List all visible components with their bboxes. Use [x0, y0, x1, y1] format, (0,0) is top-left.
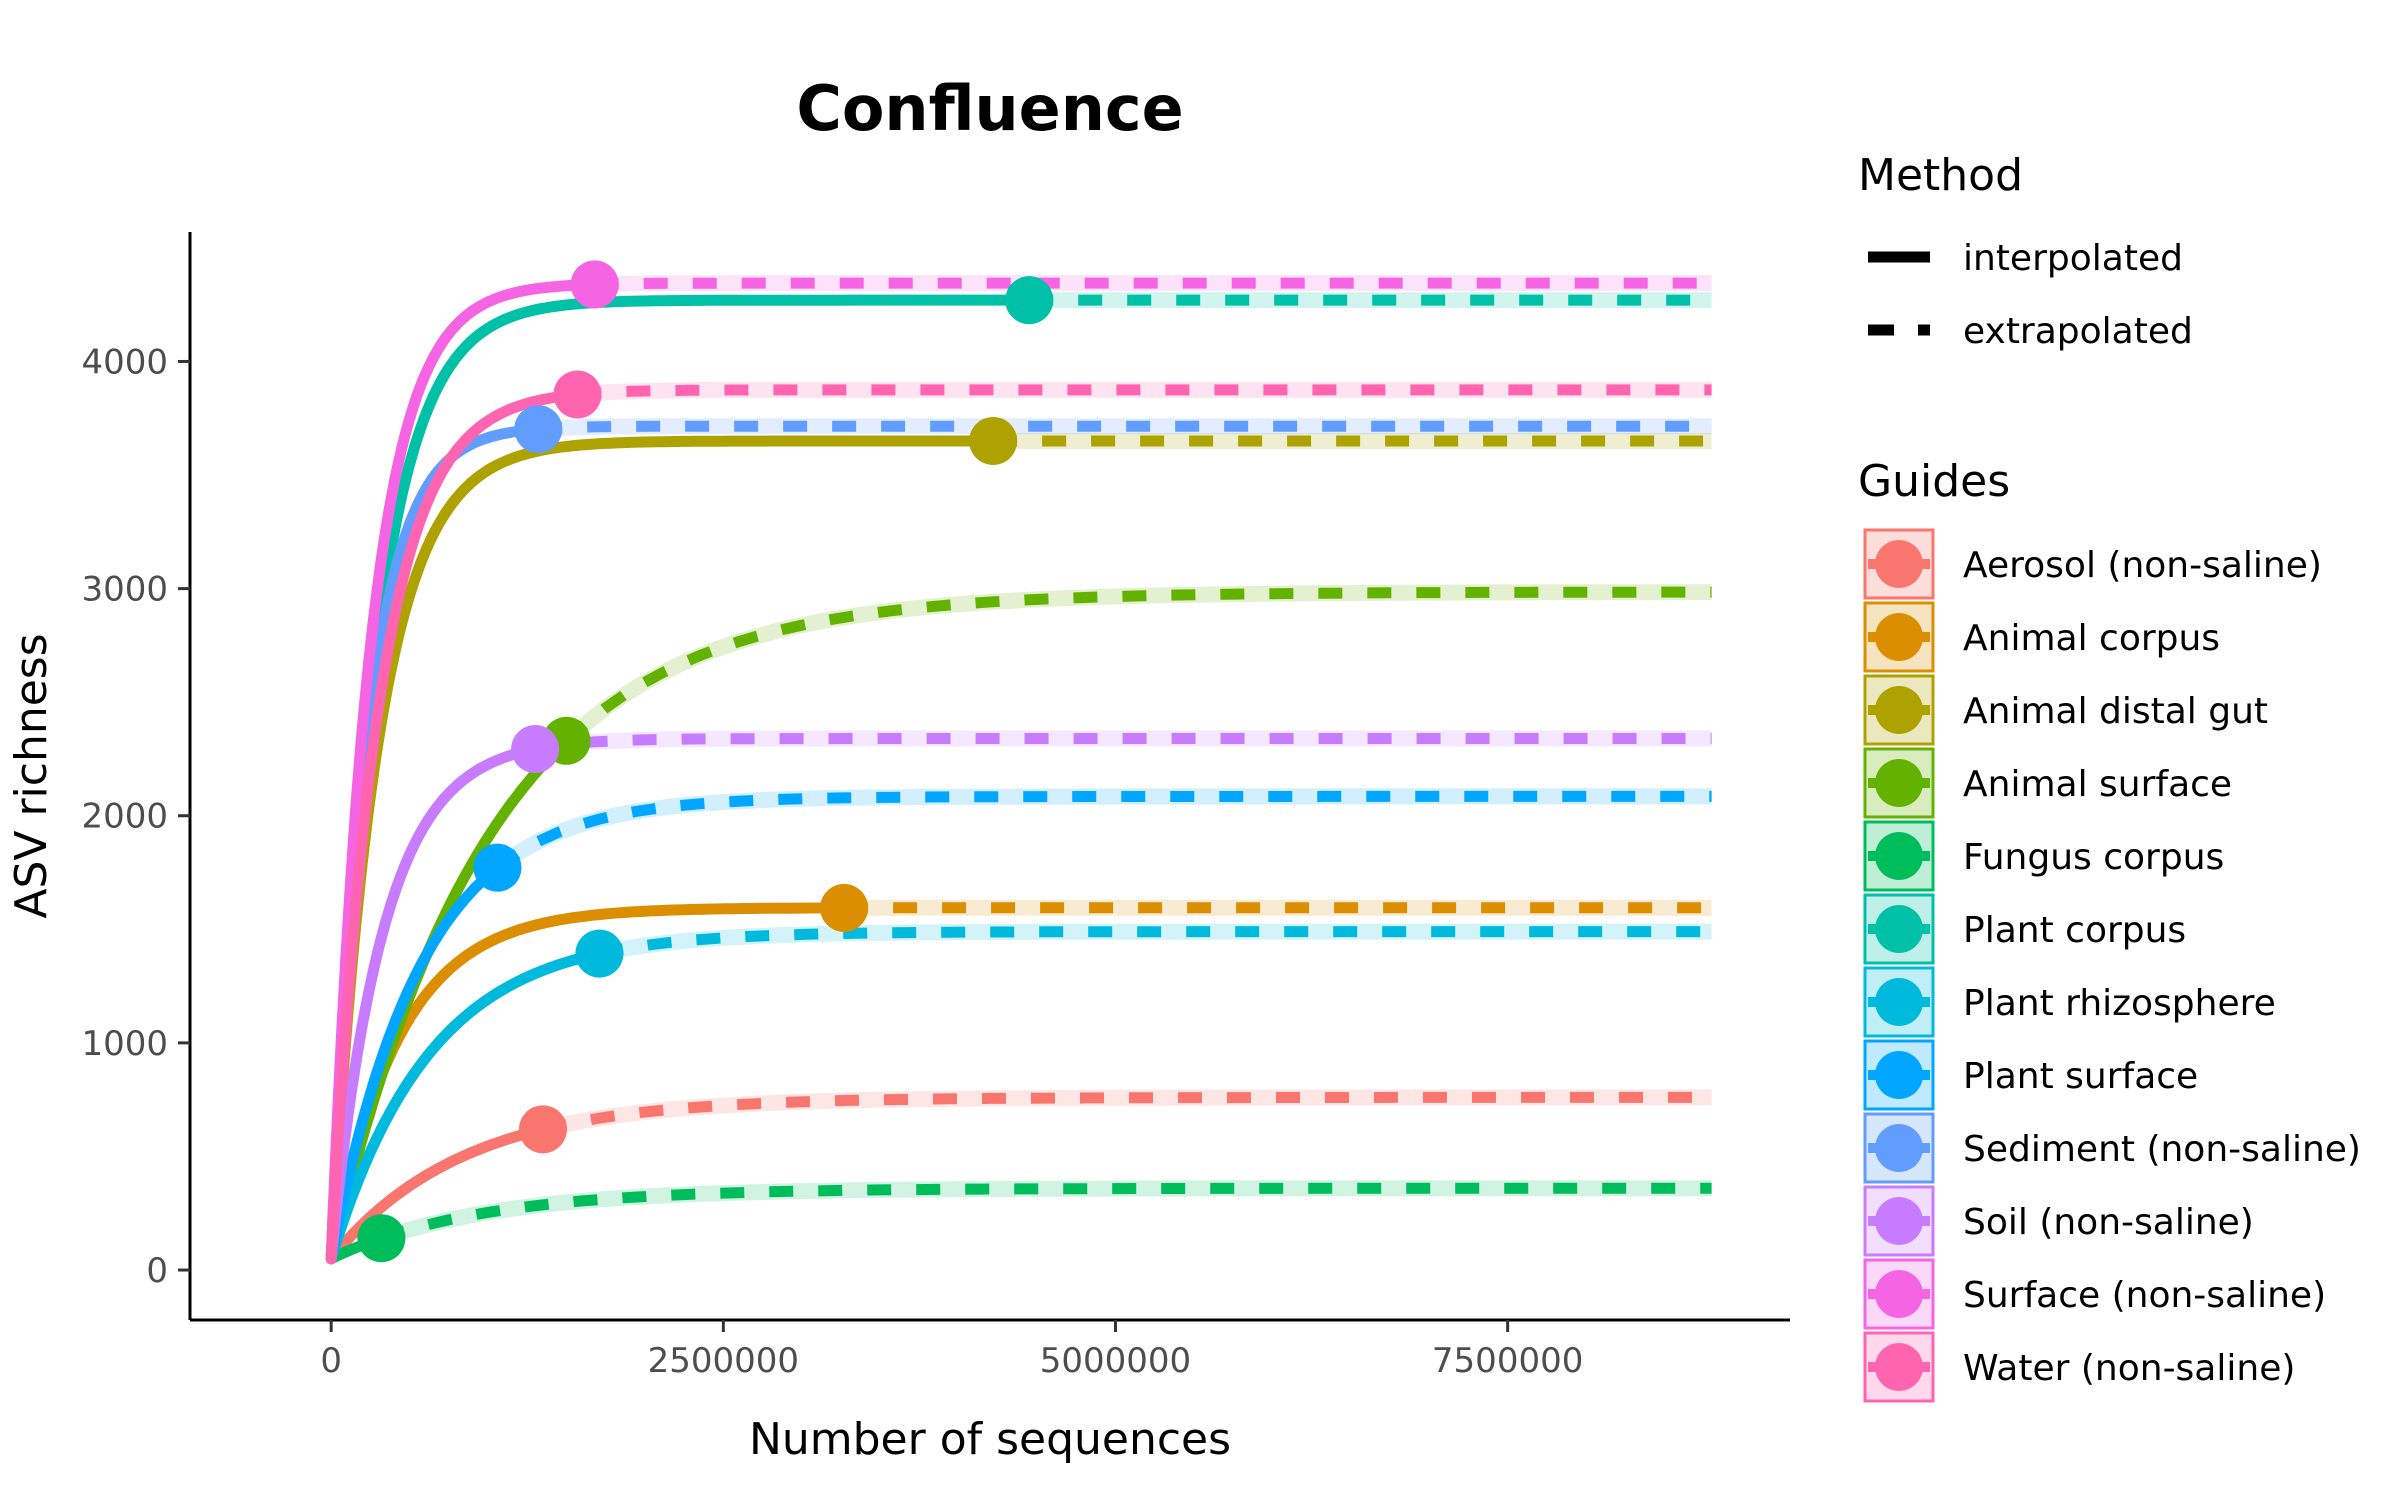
observed-point-soil-non-saline	[511, 725, 560, 774]
guides-legend-item-sediment-non-saline: Sediment (non-saline)	[1863, 1112, 2361, 1184]
y-tick-label: 1000	[81, 1024, 168, 1064]
guides-legend-label: Aerosol (non-saline)	[1963, 545, 2322, 586]
method-legend-item-interpolated: interpolated	[1868, 238, 2183, 279]
guides-legend-label: Plant corpus	[1963, 910, 2186, 951]
y-tick-label: 3000	[81, 570, 168, 610]
plot-panel: 0 2500000 5000000 7500000 0 1000 2000 3000 4000	[81, 232, 1790, 1381]
legend-key-point	[1875, 832, 1923, 880]
legend-key-point	[1875, 905, 1923, 953]
observed-point-water-non-saline	[553, 370, 602, 419]
interpolated-line-water-non-saline	[325, 389, 583, 1265]
guides-legend-label: Plant rhizosphere	[1963, 983, 2276, 1024]
guides-legend-label: Soil (non-saline)	[1963, 1202, 2254, 1243]
x-tick-label: 7500000	[1432, 1341, 1583, 1381]
legend-key-point	[1875, 1051, 1923, 1099]
observed-point-plant-surface	[473, 843, 522, 892]
legend-key-point	[1875, 759, 1923, 807]
guides-legend-item-soil-non-saline: Soil (non-saline)	[1863, 1185, 2254, 1257]
observed-point-surface-non-saline	[570, 260, 619, 309]
observed-point-plant-corpus	[1005, 276, 1054, 325]
legend-key-point	[1875, 540, 1923, 588]
observed-points-layer	[357, 260, 1054, 1263]
guides-legend-title: Guides	[1858, 456, 2010, 507]
extrapolated-line-aerosol-non-saline	[541, 1091, 1712, 1135]
x-tick-label: 5000000	[1040, 1341, 1191, 1381]
guides-legend-item-animal-corpus: Animal corpus	[1863, 601, 2220, 673]
guides-legend-label: Animal surface	[1963, 764, 2232, 805]
y-axis-ticks: 0 1000 2000 3000 4000	[81, 342, 190, 1291]
guides-legend-item-animal-surface: Animal surface	[1863, 747, 2232, 819]
legend-key-point	[1875, 1343, 1923, 1391]
observed-point-animal-distal-gut	[969, 416, 1018, 465]
guides-legend-item-surface-non-saline: Surface (non-saline)	[1863, 1258, 2326, 1330]
legend-key-point	[1875, 613, 1923, 661]
guides-legend-label: Animal distal gut	[1963, 691, 2268, 732]
legend-key-point	[1875, 1270, 1923, 1318]
guides-legend-label: Sediment (non-saline)	[1963, 1129, 2361, 1170]
interpolated-line-animal-distal-gut	[325, 435, 999, 1265]
guides-legend-label: Water (non-saline)	[1963, 1348, 2295, 1389]
observed-point-fungus-corpus	[357, 1214, 406, 1263]
legend-key-point	[1875, 686, 1923, 734]
y-tick-label: 0	[146, 1251, 168, 1291]
extrapolated-band-animal-surface	[561, 584, 1712, 747]
guides-legend-item-fungus-corpus: Fungus corpus	[1863, 820, 2224, 892]
observed-point-animal-corpus	[820, 883, 869, 932]
method-legend: Method interpolated extrapolated	[1858, 150, 2193, 352]
y-tick-label: 2000	[81, 797, 168, 837]
chart-title: Confluence	[796, 72, 1183, 145]
observed-point-sediment-non-saline	[514, 405, 563, 454]
legend-key-point	[1875, 1124, 1923, 1172]
x-axis-title: Number of sequences	[749, 1414, 1231, 1465]
method-legend-label: extrapolated	[1963, 311, 2193, 352]
series-layer	[325, 275, 1712, 1265]
method-legend-item-extrapolated: extrapolated	[1868, 311, 2193, 352]
guides-legend-item-plant-corpus: Plant corpus	[1863, 893, 2186, 965]
observed-point-aerosol-non-saline	[518, 1105, 567, 1154]
extrapolated-line-plant-surface	[494, 790, 1712, 873]
guides-legend-item-animal-distal-gut: Animal distal gut	[1863, 674, 2268, 746]
method-legend-label: interpolated	[1963, 238, 2183, 279]
guides-legend-item-water-non-saline: Water (non-saline)	[1863, 1331, 2295, 1403]
extrapolated-line-animal-surface	[562, 586, 1712, 745]
method-legend-entries: interpolated extrapolated	[1868, 238, 2193, 352]
legend-key-point	[1875, 1197, 1923, 1245]
extrapolated-band-fungus-corpus	[378, 1180, 1712, 1246]
guides-legend-item-plant-rhizosphere: Plant rhizosphere	[1863, 966, 2276, 1038]
guides-legend-item-aerosol-non-saline: Aerosol (non-saline)	[1863, 528, 2322, 600]
extrapolated-line-water-non-saline	[577, 384, 1712, 400]
extrapolated-band-plant-surface	[492, 788, 1712, 875]
guides-legend-label: Plant surface	[1963, 1056, 2198, 1097]
legend-key-point	[1875, 978, 1923, 1026]
guides-legend-label: Fungus corpus	[1963, 837, 2224, 878]
guides-legend-label: Surface (non-saline)	[1963, 1275, 2326, 1316]
observed-point-plant-rhizosphere	[575, 929, 624, 978]
method-legend-title: Method	[1858, 150, 2023, 201]
extrapolated-line-surface-non-saline	[594, 277, 1712, 290]
x-tick-label: 2500000	[648, 1341, 799, 1381]
guides-legend-item-plant-surface: Plant surface	[1863, 1039, 2198, 1111]
guides-legend: Guides Aerosol (non-saline) Animal corpus…	[1858, 456, 2361, 1403]
extrapolated-line-plant-rhizosphere	[598, 926, 1712, 959]
extrapolated-line-soil-non-saline	[534, 733, 1712, 755]
x-tick-label: 0	[320, 1341, 342, 1381]
x-axis-ticks: 0 2500000 5000000 7500000	[320, 1320, 1583, 1381]
y-axis-title: ASV richness	[6, 633, 57, 918]
y-tick-label: 4000	[81, 342, 168, 382]
extrapolated-band-sediment-non-saline	[537, 418, 1712, 438]
guides-legend-entries: Aerosol (non-saline) Animal corpus Animal …	[1863, 528, 2361, 1403]
guides-legend-label: Animal corpus	[1963, 618, 2220, 659]
